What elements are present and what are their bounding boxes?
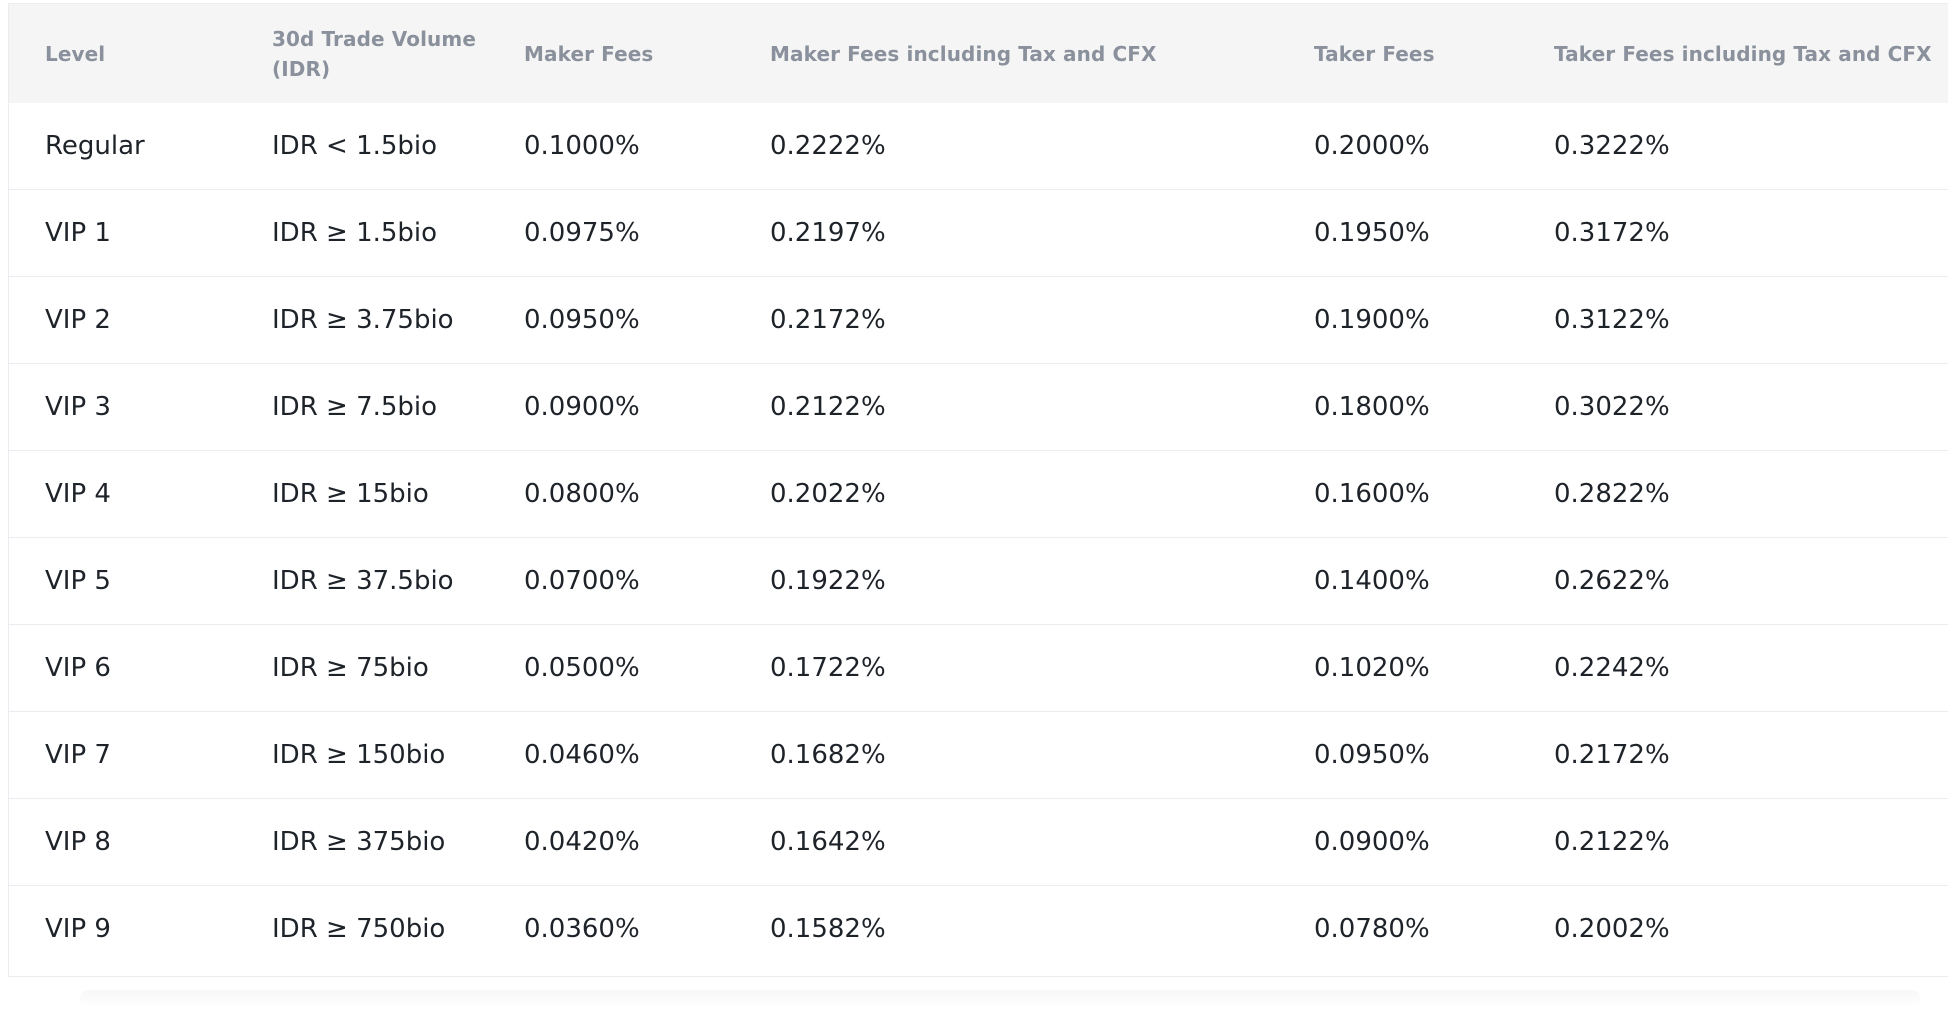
cell-maker-fees-tax: 0.1922%	[770, 566, 886, 596]
cell-level: VIP 6	[45, 653, 111, 683]
column-header-taker-fees-tax: Taker Fees including Tax and CFX	[1554, 42, 1932, 66]
cell-taker-fees: 0.1400%	[1314, 566, 1430, 596]
table-row: VIP 2 IDR ≥ 3.75bio 0.0950% 0.2172% 0.1900% 0…	[9, 277, 1948, 364]
column-header-level: Level	[45, 42, 106, 66]
cell-maker-fees: 0.0900%	[524, 392, 640, 422]
cell-level: VIP 9	[45, 914, 111, 944]
cell-taker-fees: 0.0950%	[1314, 740, 1430, 770]
cell-taker-fees-tax: 0.2122%	[1554, 827, 1670, 857]
cell-maker-fees: 0.0500%	[524, 653, 640, 683]
cell-taker-fees-tax: 0.3022%	[1554, 392, 1670, 422]
cell-maker-fees-tax: 0.1582%	[770, 914, 886, 944]
cell-trade-volume: IDR ≥ 1.5bio	[272, 218, 438, 248]
cell-maker-fees-tax: 0.2022%	[770, 479, 886, 509]
cell-maker-fees: 0.0975%	[524, 218, 640, 248]
cell-maker-fees: 0.0950%	[524, 305, 640, 335]
cell-maker-fees: 0.0460%	[524, 740, 640, 770]
table-row: VIP 5 IDR ≥ 37.5bio 0.0700% 0.1922% 0.1400% 0…	[9, 538, 1948, 625]
cell-taker-fees: 0.1900%	[1314, 305, 1430, 335]
cell-taker-fees-tax: 0.2002%	[1554, 914, 1670, 944]
cell-taker-fees: 0.2000%	[1314, 131, 1430, 161]
table-header: Level 30d Trade Volume (IDR) Maker Fees …	[9, 4, 1948, 103]
column-header-maker-fees: Maker Fees	[524, 42, 654, 66]
cell-maker-fees-tax: 0.2197%	[770, 218, 886, 248]
cell-maker-fees-tax: 0.2172%	[770, 305, 886, 335]
cell-maker-fees: 0.0700%	[524, 566, 640, 596]
cell-taker-fees-tax: 0.2242%	[1554, 653, 1670, 683]
table-row: VIP 3 IDR ≥ 7.5bio 0.0900% 0.2122% 0.1800% 0.…	[9, 364, 1948, 451]
table-row: VIP 6 IDR ≥ 75bio 0.0500% 0.1722% 0.1020% 0.2…	[9, 625, 1948, 712]
cell-trade-volume: IDR ≥ 3.75bio	[272, 305, 454, 335]
table-row: VIP 9 IDR ≥ 750bio 0.0360% 0.1582% 0.0780% 0.…	[9, 886, 1948, 973]
cell-trade-volume: IDR ≥ 37.5bio	[272, 566, 454, 596]
cell-taker-fees-tax: 0.3122%	[1554, 305, 1670, 335]
cell-taker-fees-tax: 0.2172%	[1554, 740, 1670, 770]
column-header-trade-volume: 30d Trade Volume (IDR)	[272, 27, 476, 81]
cell-level: VIP 7	[45, 740, 111, 770]
cell-maker-fees: 0.0420%	[524, 827, 640, 857]
table-shadow	[80, 990, 1920, 1008]
cell-taker-fees-tax: 0.2622%	[1554, 566, 1670, 596]
cell-trade-volume: IDR ≥ 7.5bio	[272, 392, 438, 422]
table-row: VIP 8 IDR ≥ 375bio 0.0420% 0.1642% 0.0900% 0.…	[9, 799, 1948, 886]
cell-trade-volume: IDR ≥ 375bio	[272, 827, 446, 857]
cell-trade-volume: IDR ≥ 15bio	[272, 479, 429, 509]
cell-level: VIP 5	[45, 566, 111, 596]
cell-maker-fees-tax: 0.2222%	[770, 131, 886, 161]
cell-taker-fees: 0.1950%	[1314, 218, 1430, 248]
cell-taker-fees-tax: 0.3222%	[1554, 131, 1670, 161]
cell-trade-volume: IDR ≥ 150bio	[272, 740, 446, 770]
cell-level: VIP 1	[45, 218, 111, 248]
cell-level: VIP 4	[45, 479, 111, 509]
table-row: VIP 4 IDR ≥ 15bio 0.0800% 0.2022% 0.1600% 0.2…	[9, 451, 1948, 538]
fee-table: Level 30d Trade Volume (IDR) Maker Fees …	[8, 3, 1948, 977]
cell-taker-fees: 0.0900%	[1314, 827, 1430, 857]
cell-taker-fees: 0.0780%	[1314, 914, 1430, 944]
table-row: VIP 7 IDR ≥ 150bio 0.0460% 0.1682% 0.0950% 0.…	[9, 712, 1948, 799]
cell-maker-fees-tax: 0.2122%	[770, 392, 886, 422]
cell-level: VIP 2	[45, 305, 111, 335]
cell-trade-volume: IDR ≥ 75bio	[272, 653, 429, 683]
cell-taker-fees: 0.1800%	[1314, 392, 1430, 422]
column-header-taker-fees: Taker Fees	[1314, 42, 1435, 66]
table-row: VIP 1 IDR ≥ 1.5bio 0.0975% 0.2197% 0.1950% 0.…	[9, 190, 1948, 277]
cell-level: VIP 8	[45, 827, 111, 857]
cell-taker-fees-tax: 0.3172%	[1554, 218, 1670, 248]
cell-trade-volume: IDR < 1.5bio	[272, 131, 438, 161]
cell-level: Regular	[45, 131, 145, 161]
table-row: Regular IDR < 1.5bio 0.1000% 0.2222% 0.2000%…	[9, 103, 1948, 190]
cell-maker-fees-tax: 0.1722%	[770, 653, 886, 683]
cell-taker-fees-tax: 0.2822%	[1554, 479, 1670, 509]
cell-maker-fees: 0.0360%	[524, 914, 640, 944]
cell-taker-fees: 0.1020%	[1314, 653, 1430, 683]
cell-level: VIP 3	[45, 392, 111, 422]
column-header-maker-fees-tax: Maker Fees including Tax and CFX	[770, 42, 1157, 66]
cell-maker-fees-tax: 0.1682%	[770, 740, 886, 770]
cell-taker-fees: 0.1600%	[1314, 479, 1430, 509]
cell-maker-fees-tax: 0.1642%	[770, 827, 886, 857]
cell-maker-fees: 0.0800%	[524, 479, 640, 509]
cell-trade-volume: IDR ≥ 750bio	[272, 914, 446, 944]
cell-maker-fees: 0.1000%	[524, 131, 640, 161]
